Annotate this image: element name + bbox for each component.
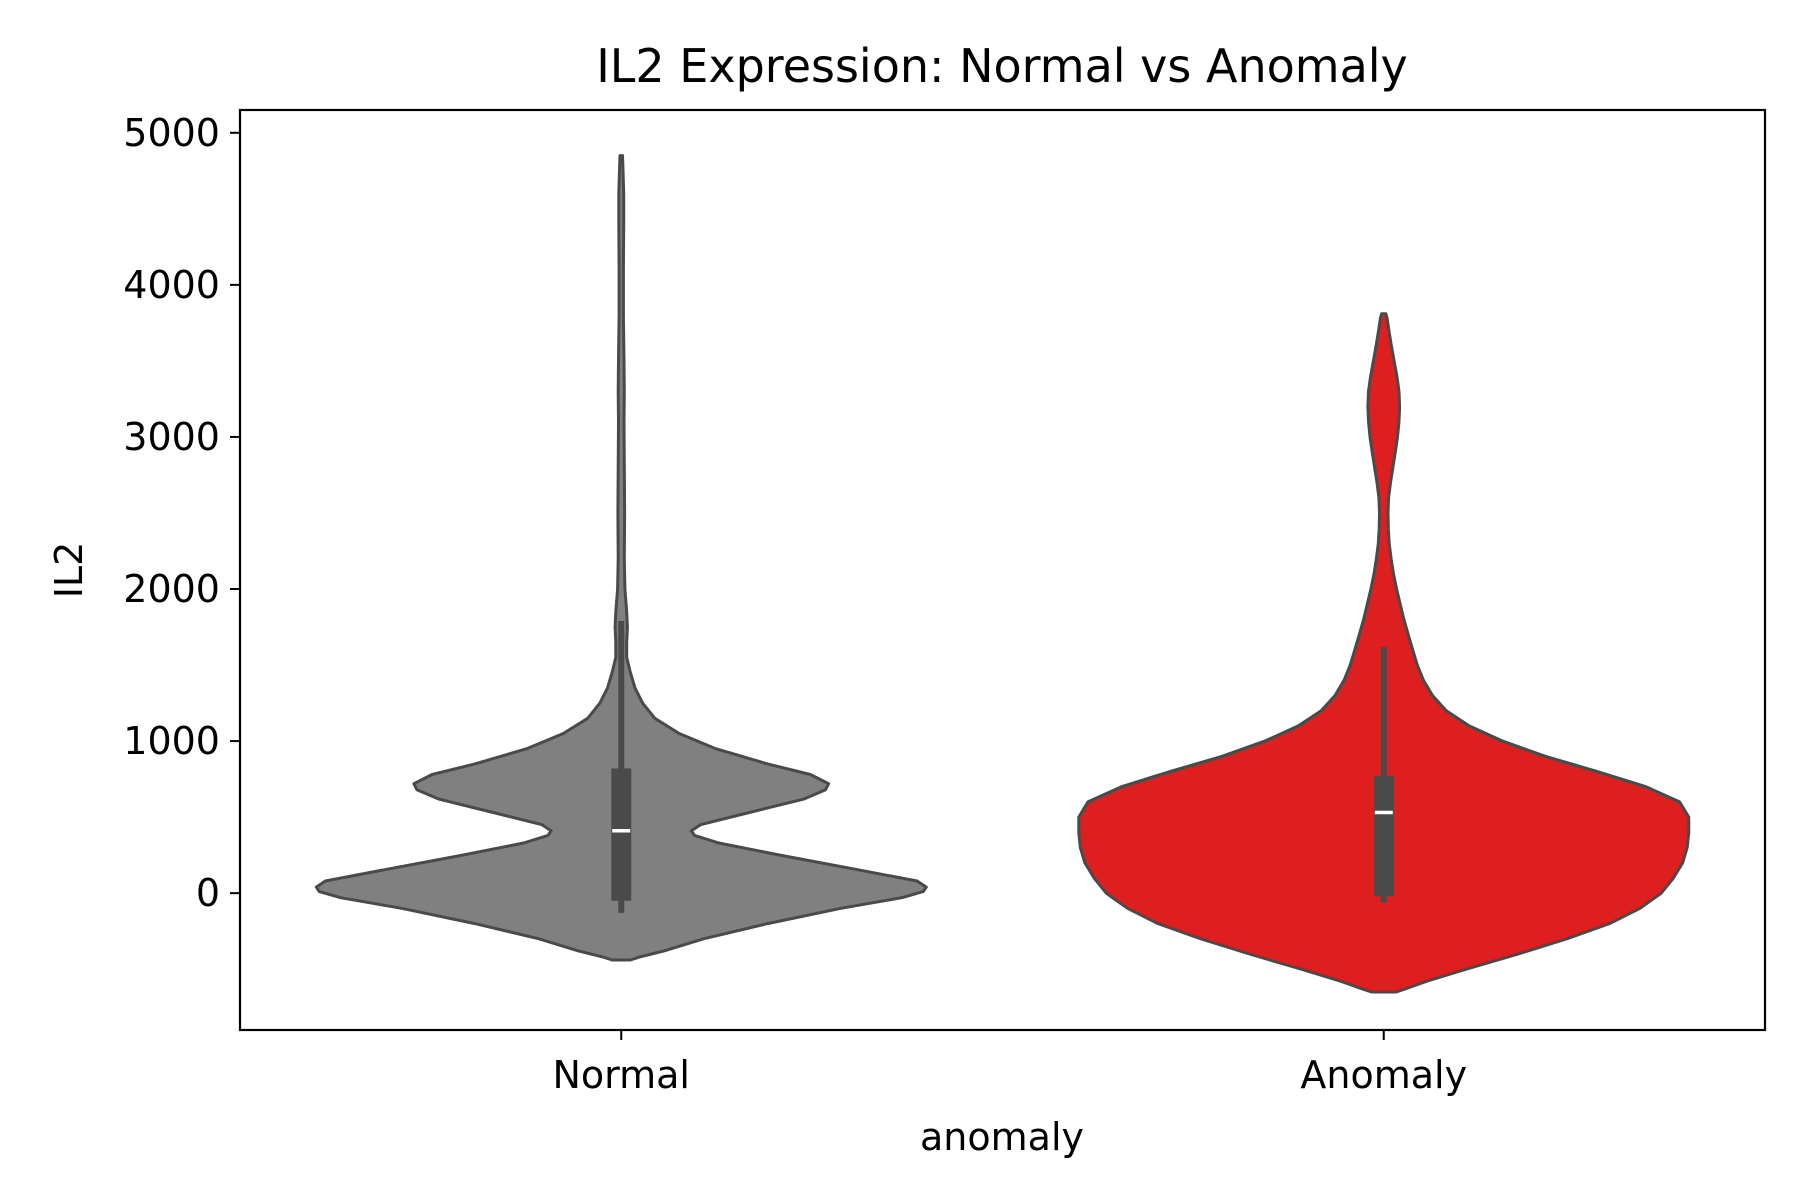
- violin-iqr-box-normal: [611, 768, 632, 901]
- y-tick-label: 4000: [123, 263, 220, 307]
- x-tick-label: Anomaly: [1300, 1053, 1467, 1097]
- y-tick-label: 2000: [123, 567, 220, 611]
- x-tick-label: Normal: [553, 1053, 691, 1097]
- x-axis-label: anomaly: [920, 1115, 1084, 1159]
- violin-body-normal: [314, 154, 928, 962]
- plot-frame: [238, 108, 1767, 1032]
- y-tick-label: 3000: [123, 415, 220, 459]
- violin-iqr-box-anomaly: [1373, 776, 1394, 897]
- y-axis-label: IL2: [47, 542, 91, 599]
- plot-area: [314, 154, 1691, 994]
- y-axis-ticks: 0 1000 2000 3000 4000 5000: [123, 111, 240, 915]
- x-axis-ticks: Normal Anomaly: [553, 1030, 1467, 1097]
- chart-title: IL2 Expression: Normal vs Anomaly: [596, 39, 1408, 93]
- y-tick-label: 0: [196, 871, 220, 915]
- y-tick-label: 5000: [123, 111, 220, 155]
- y-tick-label: 1000: [123, 719, 220, 763]
